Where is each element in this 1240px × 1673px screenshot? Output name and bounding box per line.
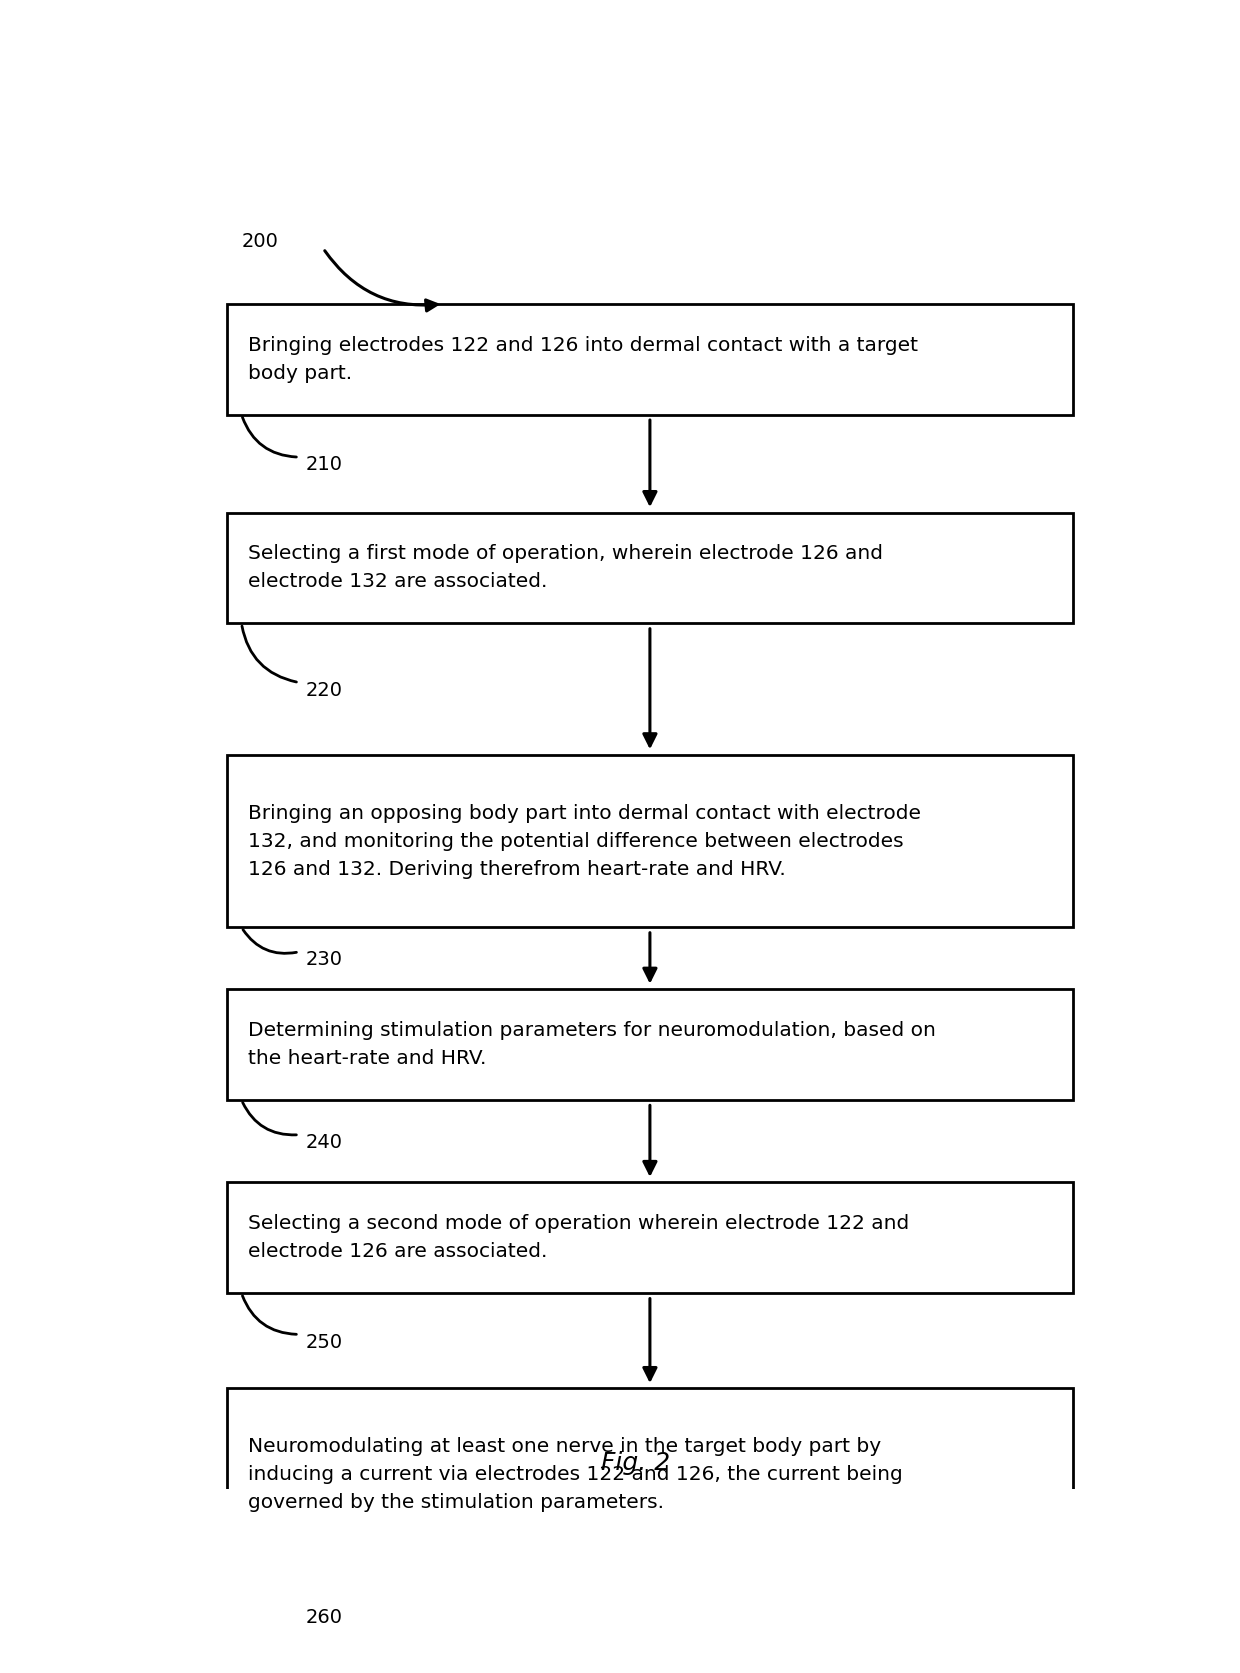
Text: Selecting a first mode of operation, wherein electrode 126 and
electrode 132 are: Selecting a first mode of operation, whe…: [248, 544, 883, 591]
FancyBboxPatch shape: [227, 304, 1073, 415]
Text: Fig. 2: Fig. 2: [601, 1450, 670, 1476]
Text: Bringing electrodes 122 and 126 into dermal contact with a target
body part.: Bringing electrodes 122 and 126 into der…: [248, 336, 918, 383]
Text: 230: 230: [306, 950, 343, 969]
Text: Determining stimulation parameters for neuromodulation, based on
the heart-rate : Determining stimulation parameters for n…: [248, 1021, 936, 1067]
Text: 210: 210: [306, 455, 343, 475]
FancyBboxPatch shape: [227, 1389, 1073, 1561]
Text: 220: 220: [306, 681, 343, 699]
Text: Bringing an opposing body part into dermal contact with electrode
132, and monit: Bringing an opposing body part into derm…: [248, 803, 921, 878]
Text: Selecting a second mode of operation wherein electrode 122 and
electrode 126 are: Selecting a second mode of operation whe…: [248, 1215, 909, 1261]
Text: 240: 240: [306, 1133, 343, 1153]
Text: 250: 250: [306, 1333, 343, 1352]
Text: 200: 200: [242, 233, 278, 251]
FancyBboxPatch shape: [227, 755, 1073, 927]
FancyBboxPatch shape: [227, 1183, 1073, 1293]
Text: 260: 260: [306, 1608, 343, 1628]
FancyBboxPatch shape: [227, 512, 1073, 624]
Text: Neuromodulating at least one nerve in the target body part by
inducing a current: Neuromodulating at least one nerve in th…: [248, 1437, 903, 1512]
FancyBboxPatch shape: [227, 989, 1073, 1099]
